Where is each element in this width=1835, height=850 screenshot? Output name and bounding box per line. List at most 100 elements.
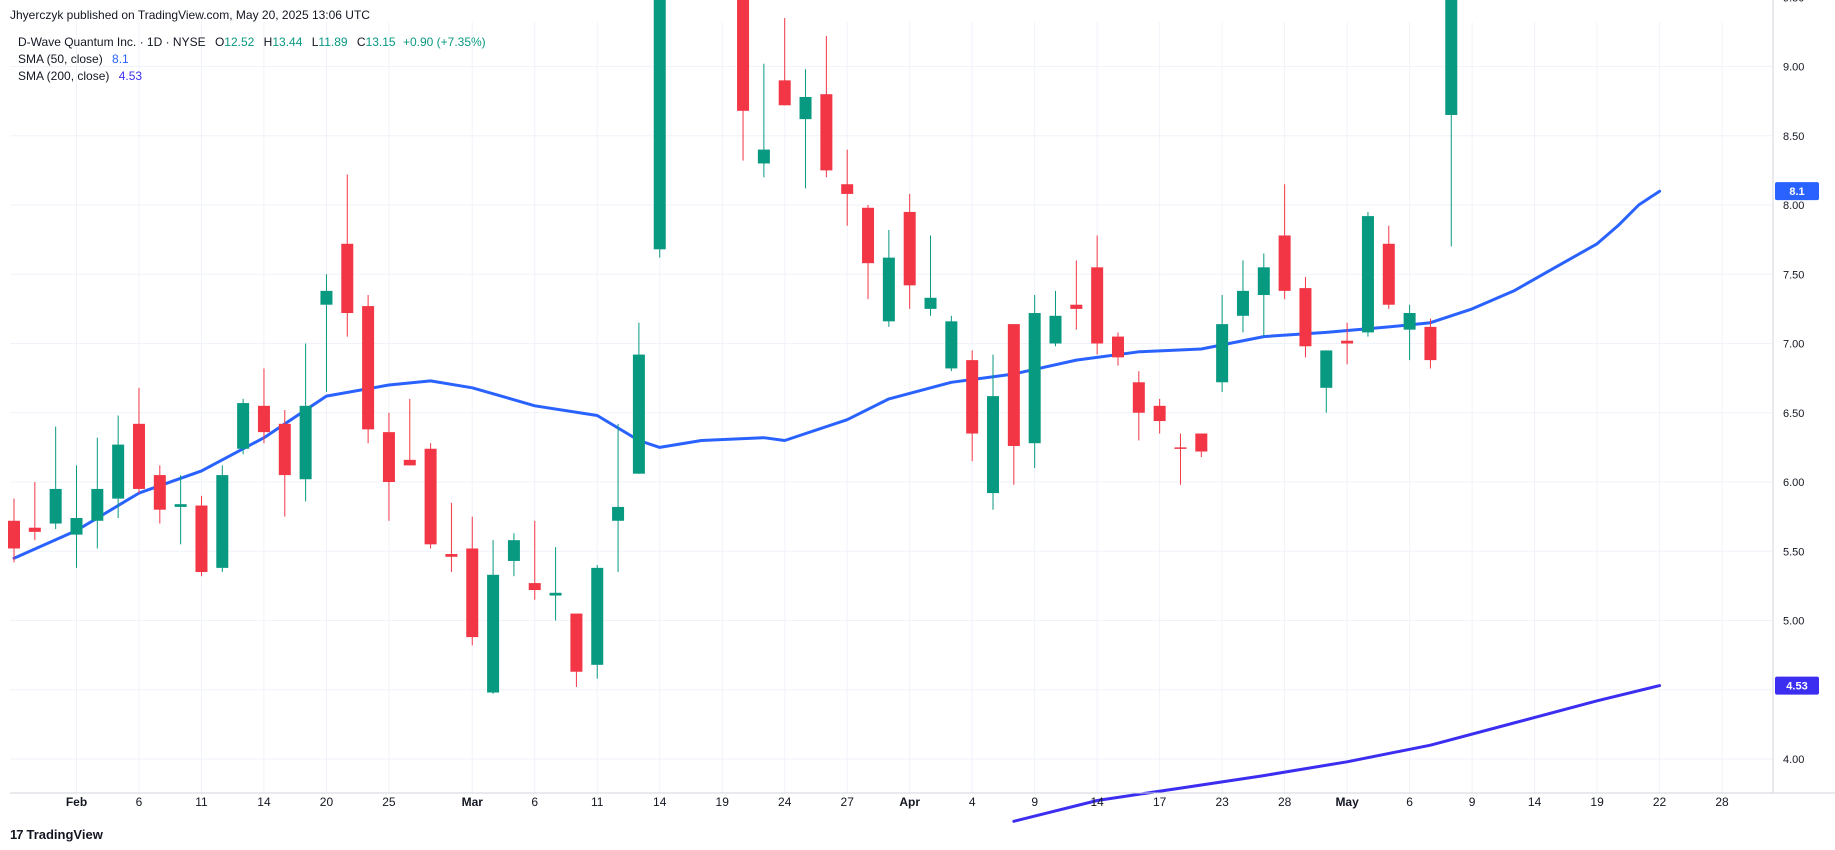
candle-body [257,405,270,433]
candle[interactable] [132,387,145,494]
candle-body [362,306,375,430]
candle[interactable] [237,398,250,455]
y-tick-label: 5.00 [1783,616,1804,628]
candle[interactable] [570,613,583,687]
y-tick-label: 9.00 [1783,62,1804,74]
candle[interactable] [591,565,604,679]
candle[interactable] [612,423,625,573]
sma50-tag-bg [1775,182,1819,201]
candle[interactable] [112,415,125,519]
candle[interactable] [28,482,41,541]
candle-body [757,149,770,164]
tradingview-footer[interactable]: 17 TradingView [10,827,103,842]
candle[interactable] [1403,304,1416,361]
price-axis[interactable]: 4.004.505.005.506.006.507.007.508.008.50… [1772,0,1819,793]
candle[interactable] [507,533,520,577]
candle[interactable] [1153,398,1166,434]
candle[interactable] [1091,235,1104,355]
y-tick-label: 7.50 [1783,269,1804,281]
candle[interactable] [966,350,979,462]
candle[interactable] [466,516,479,646]
candle[interactable] [403,398,416,466]
x-tick-label: Mar [462,795,484,809]
candle[interactable] [49,426,62,530]
x-tick-label: 24 [778,795,792,809]
candle[interactable] [216,465,229,573]
candle-body [1424,326,1437,361]
symbol-title[interactable]: D-Wave Quantum Inc. · 1D · NYSE [18,35,206,49]
candle-body [549,592,562,596]
candle[interactable] [341,174,354,337]
candle-body [507,540,520,561]
candle[interactable] [445,502,458,573]
candle[interactable] [1049,290,1062,347]
candle[interactable] [924,235,937,316]
sma50-value: 8.1 [112,52,129,66]
candle[interactable] [362,295,375,444]
candle-body [28,527,41,532]
candle[interactable] [1111,332,1124,366]
candle[interactable] [195,495,208,577]
candle[interactable] [528,520,541,600]
candle[interactable] [653,0,666,258]
candle[interactable] [987,354,1000,510]
candle-body [153,475,166,510]
candle[interactable] [1236,260,1249,333]
candle-body [445,554,458,557]
x-tick-label: 9 [1031,795,1038,809]
candle[interactable] [841,149,854,226]
candle[interactable] [278,409,291,517]
candle[interactable] [799,69,812,189]
x-tick-label: 4 [969,795,976,809]
candle[interactable] [8,498,20,563]
candle[interactable] [549,547,562,621]
candle[interactable] [382,412,395,521]
candle[interactable] [1132,371,1145,441]
candle[interactable] [174,475,187,545]
candle[interactable] [1382,225,1395,309]
candle[interactable] [945,315,958,372]
time-axis[interactable]: Feb 6 11 14 20 25 Mar 6 11 14 19 24 27 Apr 4 9 14 17 23 28 M… [10,792,1835,809]
candle[interactable] [70,465,83,568]
candle[interactable] [91,437,104,549]
candle[interactable] [882,229,895,327]
candle[interactable] [299,343,312,502]
high-label: H [263,35,273,49]
candle[interactable] [1195,433,1208,458]
candle[interactable] [862,205,875,300]
candle[interactable] [737,0,750,161]
candle[interactable] [1361,211,1374,337]
x-tick-label: 6 [136,795,143,809]
candle[interactable] [487,540,500,694]
candle[interactable] [153,465,166,524]
candle[interactable] [632,322,645,474]
candle[interactable] [1257,253,1270,337]
candle[interactable] [1216,295,1229,392]
candle-body [132,423,145,489]
candle[interactable] [778,18,791,106]
candle[interactable] [820,36,833,178]
candle[interactable] [903,193,916,309]
candle-body [1341,340,1354,344]
candle[interactable] [1320,350,1333,413]
x-tick-label: 14 [653,795,667,809]
candle[interactable] [1299,277,1312,358]
candle[interactable] [257,368,270,444]
candle[interactable] [1007,324,1020,485]
candle[interactable] [757,63,770,178]
candle[interactable] [1278,184,1291,300]
candle[interactable] [1028,295,1041,469]
open-label: O [214,35,225,49]
change-value: +0.90 (+7.35%) [402,35,486,49]
candle[interactable] [424,443,437,549]
candle[interactable] [1424,318,1437,369]
legend-sma50-row[interactable]: SMA (50, close) 8.1 [18,51,486,68]
candle[interactable] [1070,260,1083,330]
candle[interactable] [1445,0,1458,247]
candle[interactable] [1341,322,1354,365]
candle[interactable] [320,274,333,392]
candle[interactable] [1174,433,1187,485]
legend-sma200-row[interactable]: SMA (200, close) 4.53 [18,68,486,85]
candle-body [1216,324,1229,383]
